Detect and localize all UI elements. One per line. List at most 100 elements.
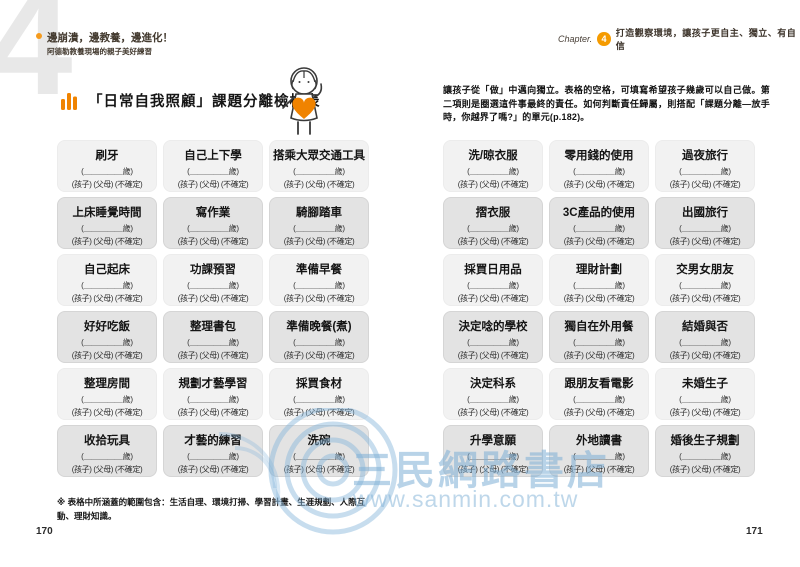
checklist-cell: 結婚與否 (＿＿＿＿＿歲) (孩子) (父母) (不確定) (655, 311, 755, 363)
chapter-number-badge: 4 (597, 32, 611, 46)
cell-responsibility-options: (孩子) (父母) (不確定) (563, 465, 635, 474)
cell-age-blank: (＿＿＿＿＿歲) (573, 281, 625, 290)
cell-age-blank: (＿＿＿＿＿歲) (81, 395, 133, 404)
cell-responsibility-options: (孩子) (父母) (不確定) (177, 408, 249, 417)
cell-title: 升學意願 (470, 435, 516, 447)
cell-age-blank: (＿＿＿＿＿歲) (573, 338, 625, 347)
cell-responsibility-options: (孩子) (父母) (不確定) (457, 465, 529, 474)
checklist-cell: 整理房間 (＿＿＿＿＿歲) (孩子) (父母) (不確定) (57, 368, 157, 420)
page-number-right: 171 (746, 526, 763, 537)
page-number-left: 170 (36, 526, 53, 537)
cell-title: 刷牙 (95, 150, 119, 162)
chapter-header: Chapter. 4 打造觀察環境，讓孩子更自主、獨立、有自信 (558, 26, 800, 52)
cell-responsibility-options: (孩子) (父母) (不確定) (563, 294, 635, 303)
checklist-cell: 獨自在外用餐 (＿＿＿＿＿歲) (孩子) (父母) (不確定) (549, 311, 649, 363)
cell-responsibility-options: (孩子) (父母) (不確定) (71, 351, 143, 360)
cell-title: 未婚生子 (682, 378, 728, 390)
cell-responsibility-options: (孩子) (父母) (不確定) (283, 294, 355, 303)
chapter-label: Chapter. (558, 34, 593, 44)
checklist-cell: 理財計劃 (＿＿＿＿＿歲) (孩子) (父母) (不確定) (549, 254, 649, 306)
checklist-cell: 功課預習 (＿＿＿＿＿歲) (孩子) (父母) (不確定) (163, 254, 263, 306)
cell-title: 寫作業 (195, 207, 231, 219)
checklist-cell: 洗碗 (＿＿＿＿＿歲) (孩子) (父母) (不確定) (269, 425, 369, 477)
checklist-cell: 刷牙 (＿＿＿＿＿歲) (孩子) (父母) (不確定) (57, 140, 157, 192)
checklist-cell: 出國旅行 (＿＿＿＿＿歲) (孩子) (父母) (不確定) (655, 197, 755, 249)
cell-title: 準備早餐 (296, 264, 342, 276)
cell-responsibility-options: (孩子) (父母) (不確定) (283, 180, 355, 189)
cell-title: 零用錢的使用 (564, 150, 634, 162)
checklist-cell: 洗/晾衣服 (＿＿＿＿＿歲) (孩子) (父母) (不確定) (443, 140, 543, 192)
cell-title: 搭乘大眾交通工具 (273, 150, 365, 162)
cell-title: 結婚與否 (682, 321, 728, 333)
cell-responsibility-options: (孩子) (父母) (不確定) (71, 294, 143, 303)
cell-age-blank: (＿＿＿＿＿歲) (81, 338, 133, 347)
cell-title: 3C產品的使用 (562, 207, 636, 219)
checklist-cell: 好好吃飯 (＿＿＿＿＿歲) (孩子) (父母) (不確定) (57, 311, 157, 363)
cell-title: 獨自在外用餐 (564, 321, 634, 333)
cell-title: 自己起床 (84, 264, 130, 276)
checklist-cell: 婚後生子規劃 (＿＿＿＿＿歲) (孩子) (父母) (不確定) (655, 425, 755, 477)
checklist-cell: 外地讀書 (＿＿＿＿＿歲) (孩子) (父母) (不確定) (549, 425, 649, 477)
cell-age-blank: (＿＿＿＿＿歲) (293, 281, 345, 290)
cell-title: 決定科系 (470, 378, 516, 390)
cell-age-blank: (＿＿＿＿＿歲) (293, 167, 345, 176)
cell-responsibility-options: (孩子) (父母) (不確定) (177, 237, 249, 246)
checklist-cell: 決定唸的學校 (＿＿＿＿＿歲) (孩子) (父母) (不確定) (443, 311, 543, 363)
cell-age-blank: (＿＿＿＿＿歲) (467, 167, 519, 176)
section-title-row: 「日常自我照顧」課題分離檢核表 (60, 90, 321, 111)
checklist-cell: 升學意願 (＿＿＿＿＿歲) (孩子) (父母) (不確定) (443, 425, 543, 477)
checklist-cell: 寫作業 (＿＿＿＿＿歲) (孩子) (父母) (不確定) (163, 197, 263, 249)
cell-responsibility-options: (孩子) (父母) (不確定) (669, 465, 741, 474)
cell-age-blank: (＿＿＿＿＿歲) (187, 452, 239, 461)
cell-responsibility-options: (孩子) (父母) (不確定) (563, 408, 635, 417)
cell-responsibility-options: (孩子) (父母) (不確定) (283, 237, 355, 246)
cell-age-blank: (＿＿＿＿＿歲) (187, 395, 239, 404)
checklist-cell: 準備晚餐(煮) (＿＿＿＿＿歲) (孩子) (父母) (不確定) (269, 311, 369, 363)
checklist-cell: 上床睡覺時間 (＿＿＿＿＿歲) (孩子) (父母) (不確定) (57, 197, 157, 249)
checklist-cell: 零用錢的使用 (＿＿＿＿＿歲) (孩子) (父母) (不確定) (549, 140, 649, 192)
cell-title: 功課預習 (190, 264, 236, 276)
cell-title: 整理房間 (84, 378, 130, 390)
cell-responsibility-options: (孩子) (父母) (不確定) (563, 351, 635, 360)
cell-title: 外地讀書 (576, 435, 622, 447)
checklist-cell: 摺衣服 (＿＿＿＿＿歲) (孩子) (父母) (不確定) (443, 197, 543, 249)
watermark-url: www.sanmin.com.tw (353, 486, 579, 512)
cell-responsibility-options: (孩子) (父母) (不確定) (177, 351, 249, 360)
cell-age-blank: (＿＿＿＿＿歲) (573, 395, 625, 404)
book-tagline: 邊崩潰，邊教養，邊進化！ 阿德勒教養現場的親子美好練習 (36, 32, 173, 56)
cell-responsibility-options: (孩子) (父母) (不確定) (457, 294, 529, 303)
section-title: 「日常自我照顧」課題分離檢核表 (88, 94, 321, 110)
cell-responsibility-options: (孩子) (父母) (不確定) (563, 237, 635, 246)
cell-age-blank: (＿＿＿＿＿歲) (679, 167, 731, 176)
cell-responsibility-options: (孩子) (父母) (不確定) (669, 294, 741, 303)
girl-with-heart-illustration (282, 67, 323, 135)
checklist-cell: 搭乘大眾交通工具 (＿＿＿＿＿歲) (孩子) (父母) (不確定) (269, 140, 369, 192)
checklist-grid-right: 洗/晾衣服 (＿＿＿＿＿歲) (孩子) (父母) (不確定) 零用錢的使用 (＿＿＿＿＿… (443, 140, 755, 477)
cell-title: 跟朋友看電影 (564, 378, 634, 390)
book-tagline-line2: 阿德勒教養現場的親子美好練習 (47, 46, 152, 56)
checklist-cell: 交男女朋友 (＿＿＿＿＿歲) (孩子) (父母) (不確定) (655, 254, 755, 306)
cell-age-blank: (＿＿＿＿＿歲) (187, 338, 239, 347)
cell-age-blank: (＿＿＿＿＿歲) (679, 281, 731, 290)
checklist-cell: 未婚生子 (＿＿＿＿＿歲) (孩子) (父母) (不確定) (655, 368, 755, 420)
cell-age-blank: (＿＿＿＿＿歲) (573, 167, 625, 176)
cell-responsibility-options: (孩子) (父母) (不確定) (457, 408, 529, 417)
checklist-cell: 規劃才藝學習 (＿＿＿＿＿歲) (孩子) (父母) (不確定) (163, 368, 263, 420)
cell-title: 洗/晾衣服 (468, 150, 518, 162)
checklist-cell: 自己上下學 (＿＿＿＿＿歲) (孩子) (父母) (不確定) (163, 140, 263, 192)
cell-title: 婚後生子規劃 (670, 435, 740, 447)
cell-title: 好好吃飯 (84, 321, 130, 333)
cell-age-blank: (＿＿＿＿＿歲) (467, 452, 519, 461)
cell-responsibility-options: (孩子) (父母) (不確定) (669, 237, 741, 246)
cell-title: 自己上下學 (184, 150, 242, 162)
chapter-title: 打造觀察環境，讓孩子更自主、獨立、有自信 (615, 28, 797, 51)
intro-paragraph: 讓孩子從「做」中邁向獨立。表格的空格，可填寫希望孩子幾歲可以自己做。第二項則是圈… (443, 85, 770, 122)
cell-responsibility-options: (孩子) (父母) (不確定) (669, 351, 741, 360)
cell-title: 交男女朋友 (676, 264, 734, 276)
cell-title: 規劃才藝學習 (178, 378, 248, 390)
checklist-cell: 自己起床 (＿＿＿＿＿歲) (孩子) (父母) (不確定) (57, 254, 157, 306)
cell-responsibility-options: (孩子) (父母) (不確定) (669, 180, 741, 189)
cell-responsibility-options: (孩子) (父母) (不確定) (71, 465, 143, 474)
checklist-cell: 整理書包 (＿＿＿＿＿歲) (孩子) (父母) (不確定) (163, 311, 263, 363)
cell-title: 洗碗 (307, 435, 331, 447)
